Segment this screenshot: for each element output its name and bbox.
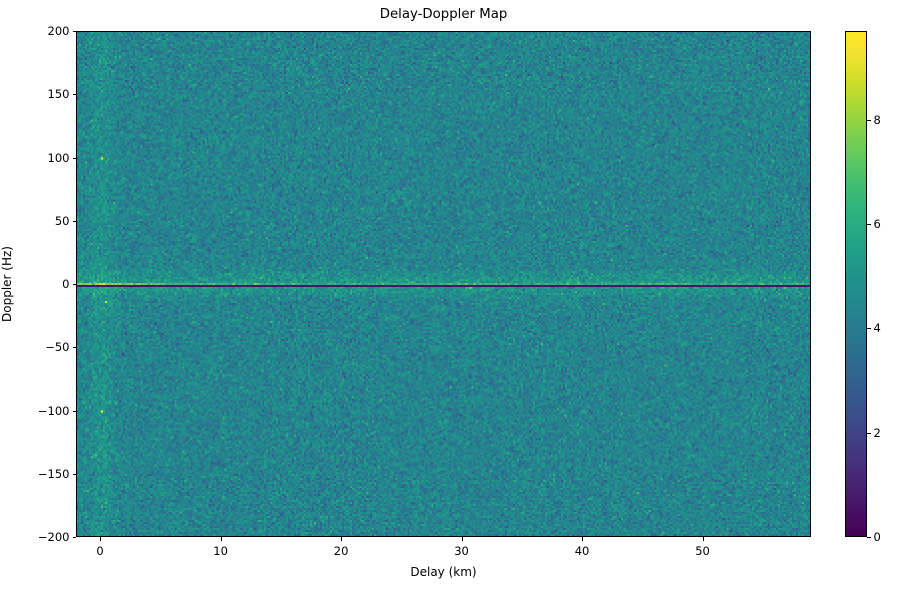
y-axis-label: Doppler (Hz): [0, 246, 14, 322]
y-tick-mark: [72, 537, 76, 538]
y-tick-label: −50: [45, 340, 70, 355]
y-tick-mark: [72, 220, 76, 222]
x-tick-label: 0: [96, 543, 104, 558]
x-tick-mark: [702, 537, 704, 541]
colorbar-gradient: [846, 32, 866, 536]
x-tick-label: 40: [574, 543, 590, 558]
colorbar-tick-label: 4: [873, 321, 881, 336]
x-axis-label: Delay (km): [410, 565, 477, 579]
y-tick-mark: [72, 31, 76, 32]
y-tick-mark: [72, 284, 76, 285]
page-title: Delay-Doppler Map: [379, 7, 508, 22]
colorbar-tick-mark: [867, 328, 871, 330]
colorbar-tick-mark: [867, 537, 871, 538]
y-tick-label: 100: [47, 150, 70, 165]
colorbar-tick-mark: [867, 432, 871, 434]
colorbar-tick-label: 8: [873, 112, 881, 127]
y-tick-label: −150: [37, 466, 70, 481]
x-tick-label: 50: [695, 543, 710, 558]
colorbar-tick-mark: [867, 224, 871, 225]
x-tick-mark: [582, 537, 584, 541]
y-tick-label: −100: [37, 403, 70, 418]
x-tick-label: 10: [213, 543, 228, 558]
y-tick-mark: [72, 347, 76, 349]
y-tick-mark: [72, 410, 76, 412]
y-tick-mark: [72, 157, 76, 159]
y-axis-ticks: −200 −150 −100 −50 0 50 100 150 200: [38, 24, 811, 544]
y-tick-label: 150: [47, 87, 70, 102]
y-tick-mark: [72, 473, 76, 475]
x-tick-mark: [341, 537, 343, 541]
y-tick-label: −200: [37, 530, 70, 544]
y-tick-label: 0: [62, 277, 70, 291]
x-tick-mark: [220, 537, 222, 541]
y-tick-label: 50: [54, 213, 70, 228]
x-tick-mark: [461, 537, 463, 541]
y-tick-label: 200: [47, 24, 70, 38]
delay-doppler-heatmap-axes[interactable]: [76, 31, 811, 537]
colorbar-tick-label: 0: [873, 530, 881, 544]
heatmap-image: [77, 32, 810, 536]
y-tick-mark: [72, 94, 76, 96]
x-tick-mark: [100, 537, 102, 541]
x-tick-label: 30: [454, 543, 469, 558]
x-tick-label: 20: [333, 543, 349, 558]
colorbar-ticks: 0 2 4 6 8: [845, 31, 881, 544]
colorbar-tick-label: 6: [873, 217, 881, 231]
colorbar-tick-mark: [867, 119, 871, 121]
colorbar-tick-label: 2: [873, 425, 881, 440]
colorbar[interactable]: [845, 31, 867, 537]
